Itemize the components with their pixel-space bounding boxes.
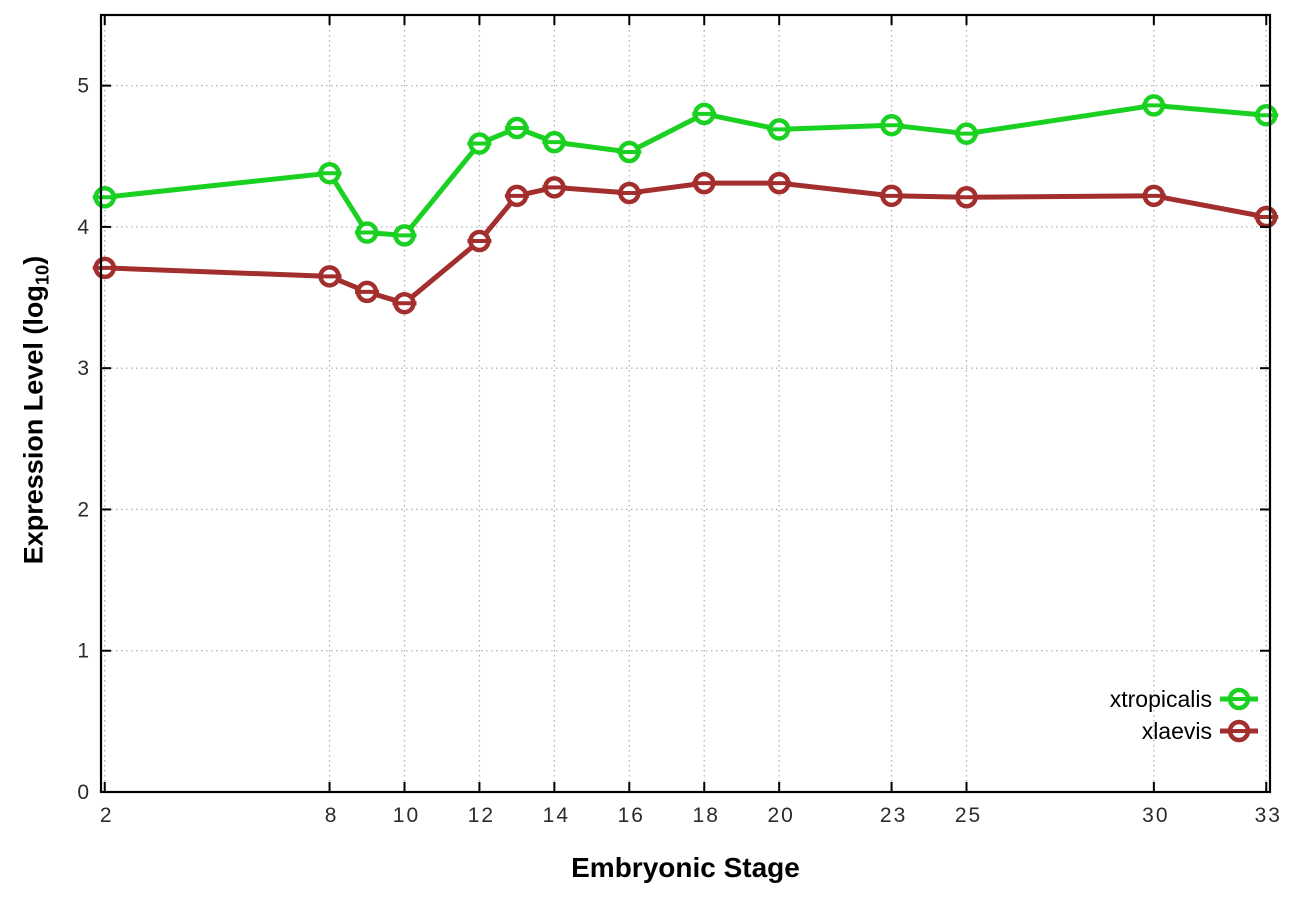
y-tick-label-1: 1 bbox=[77, 640, 89, 663]
point-xlaevis-stage-20 bbox=[767, 171, 792, 195]
point-xtropicalis-stage-33 bbox=[1254, 104, 1279, 127]
y-tick-label-0: 0 bbox=[77, 781, 89, 804]
point-xlaevis-stage-18 bbox=[692, 171, 717, 195]
point-xtropicalis-stage-9 bbox=[355, 221, 380, 244]
series-line-xtropicalis bbox=[104, 102, 1267, 238]
data-series bbox=[92, 94, 1279, 315]
x-tick-label-20: 20 bbox=[767, 804, 794, 827]
y-tick-label-2: 2 bbox=[77, 498, 89, 521]
x-tick-label-33: 33 bbox=[1255, 804, 1282, 827]
plot-frame bbox=[99, 13, 1272, 794]
x-tick-label-2: 2 bbox=[100, 804, 114, 827]
x-tick-label-12: 12 bbox=[468, 804, 495, 827]
point-xtropicalis-stage-18 bbox=[692, 102, 717, 126]
x-tick-label-10: 10 bbox=[393, 804, 420, 827]
point-xlaevis-stage-33 bbox=[1254, 205, 1279, 229]
point-xtropicalis-stage-10 bbox=[392, 224, 417, 247]
x-tick-label-14: 14 bbox=[543, 804, 570, 827]
point-xtropicalis-stage-8 bbox=[317, 161, 342, 185]
x-tick-label-16: 16 bbox=[618, 804, 645, 827]
point-xtropicalis-stage-14 bbox=[542, 130, 567, 154]
point-xlaevis-stage-14 bbox=[542, 176, 567, 199]
point-xlaevis-stage-9 bbox=[355, 280, 380, 304]
point-xlaevis-stage-23 bbox=[879, 184, 904, 208]
point-xlaevis-stage-12 bbox=[467, 229, 492, 253]
x-tick-label-25: 25 bbox=[955, 804, 982, 827]
x-tick-label-8: 8 bbox=[325, 804, 339, 827]
y-axis-title: Expression Level (log10) bbox=[18, 256, 53, 565]
point-xlaevis-stage-25 bbox=[954, 185, 979, 209]
y-tick-label-4: 4 bbox=[77, 216, 89, 239]
x-tick-label-30: 30 bbox=[1142, 804, 1169, 827]
point-xtropicalis-stage-16 bbox=[617, 140, 642, 164]
y-tick-label-3: 3 bbox=[77, 357, 89, 380]
plot-border bbox=[99, 13, 1272, 794]
point-xlaevis-stage-13 bbox=[504, 184, 529, 208]
y-axis-title-text: Expression Level (log bbox=[18, 285, 49, 565]
legend-label-xtropicalis: xtropicalis bbox=[1110, 686, 1212, 712]
x-tick-label-23: 23 bbox=[880, 804, 907, 827]
legend: xtropicalis xlaevis bbox=[1110, 686, 1258, 744]
y-axis-title-subscript: 10 bbox=[31, 264, 53, 286]
point-xtropicalis-stage-25 bbox=[954, 122, 979, 145]
point-xlaevis-stage-10 bbox=[392, 291, 417, 315]
y-axis-title-close: ) bbox=[18, 255, 49, 265]
point-xtropicalis-stage-13 bbox=[504, 116, 529, 140]
point-xtropicalis-stage-30 bbox=[1141, 94, 1166, 117]
gridlines bbox=[101, 15, 1270, 792]
point-xlaevis-stage-30 bbox=[1141, 184, 1166, 208]
axis-ticks bbox=[101, 15, 1270, 793]
point-xtropicalis-stage-20 bbox=[767, 118, 792, 141]
point-xtropicalis-stage-12 bbox=[467, 132, 492, 155]
point-xtropicalis-stage-23 bbox=[879, 113, 904, 137]
x-tick-label-18: 18 bbox=[693, 804, 720, 827]
legend-entry-xtropicalis: xtropicalis bbox=[1110, 686, 1258, 712]
point-xlaevis-stage-16 bbox=[617, 181, 642, 205]
point-xtropicalis-stage-2 bbox=[92, 185, 117, 209]
x-axis-title: Embryonic Stage bbox=[571, 852, 800, 883]
point-xlaevis-stage-2 bbox=[92, 256, 117, 280]
point-xlaevis-stage-8 bbox=[317, 265, 342, 288]
legend-label-xlaevis: xlaevis bbox=[1142, 718, 1212, 744]
legend-entry-xlaevis: xlaevis bbox=[1142, 718, 1258, 744]
series-line-xlaevis bbox=[104, 180, 1267, 306]
y-tick-label-5: 5 bbox=[77, 75, 89, 98]
